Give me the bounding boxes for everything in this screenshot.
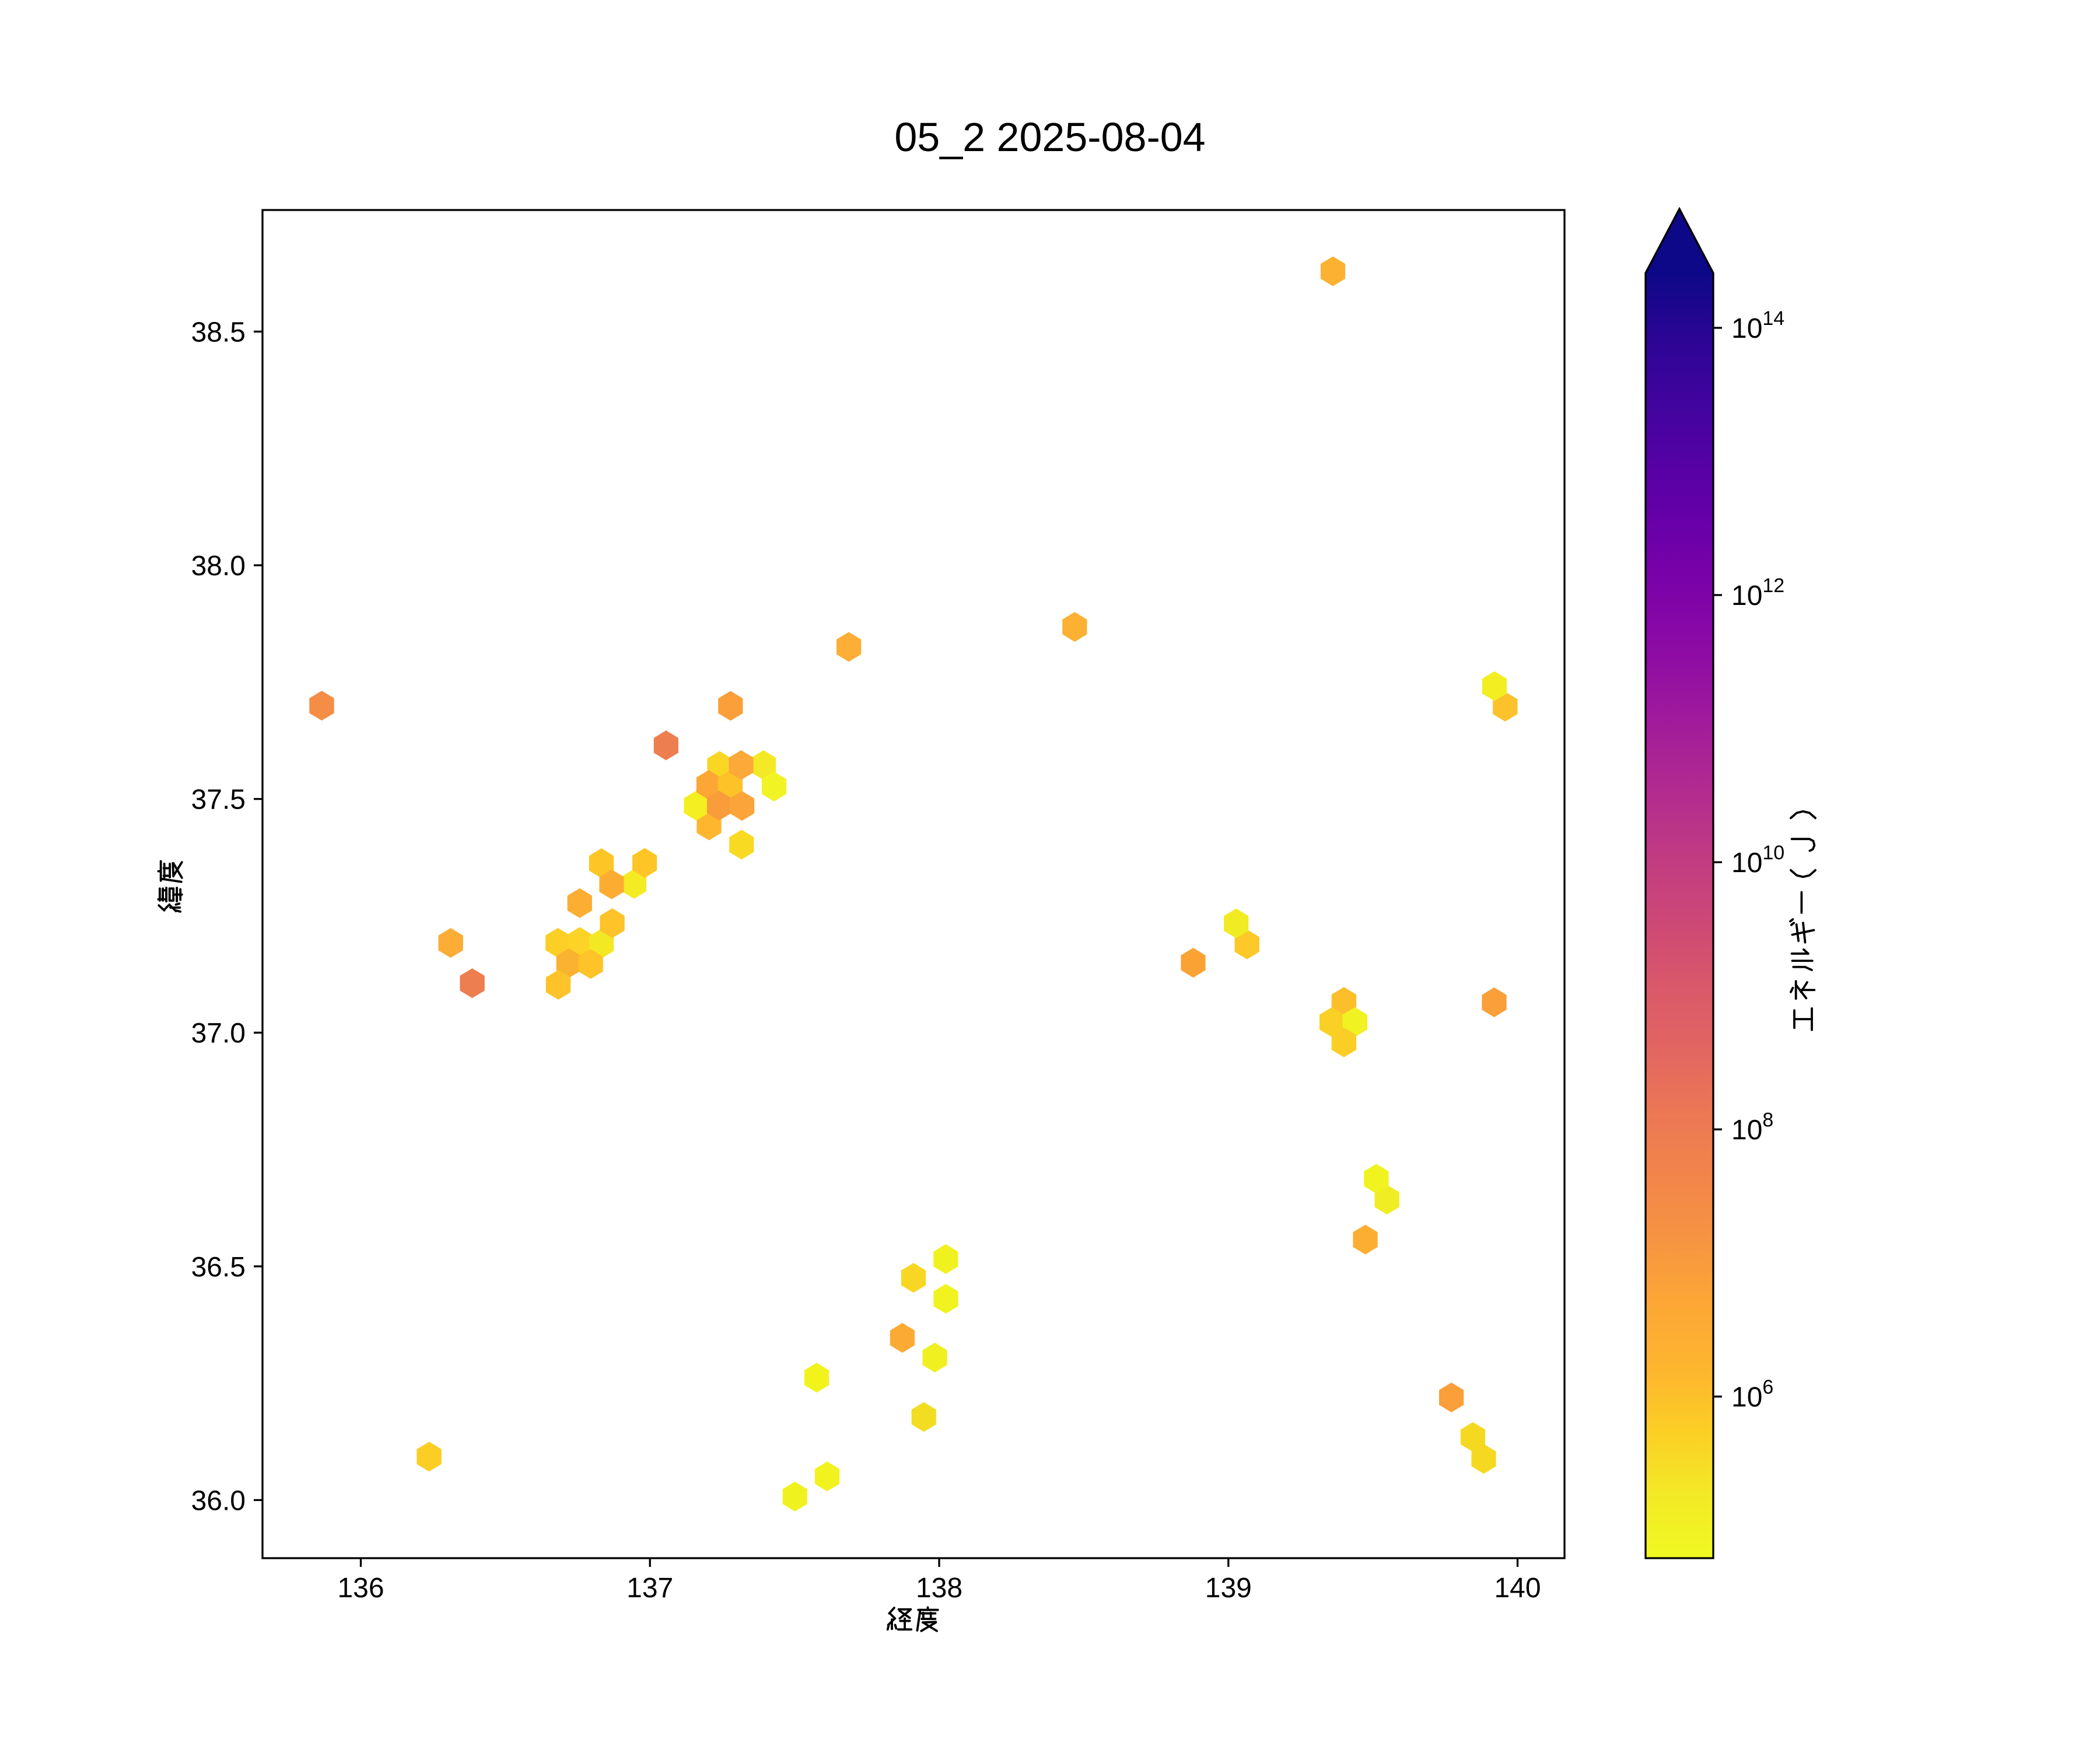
svg-text:137: 137: [626, 1573, 673, 1604]
svg-text:136: 136: [337, 1573, 384, 1604]
svg-text:36.0: 36.0: [191, 1485, 246, 1516]
svg-text:37.5: 37.5: [191, 785, 246, 816]
svg-text:36.5: 36.5: [191, 1252, 246, 1283]
svg-text:1012: 1012: [1731, 575, 1784, 611]
svg-text:38.0: 38.0: [191, 551, 246, 582]
svg-text:139: 139: [1205, 1573, 1252, 1604]
svg-text:140: 140: [1494, 1573, 1541, 1604]
svg-text:138: 138: [916, 1573, 963, 1604]
svg-text:37.0: 37.0: [191, 1018, 246, 1049]
svg-text:05_2 2025-08-04: 05_2 2025-08-04: [894, 114, 1205, 160]
svg-text:1014: 1014: [1731, 307, 1784, 344]
svg-text:38.5: 38.5: [191, 317, 246, 348]
